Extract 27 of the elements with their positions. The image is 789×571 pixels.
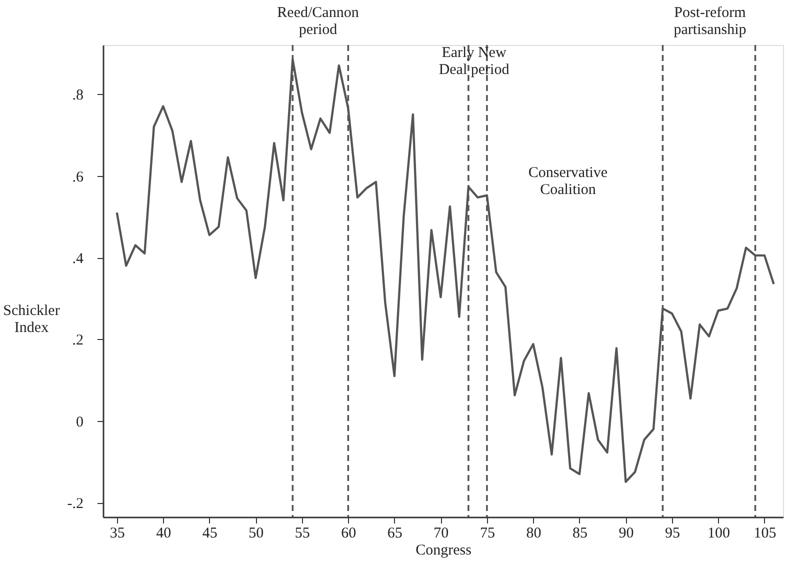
x-tick-label: 75 [480,526,495,542]
x-tick-label: 55 [294,526,310,542]
text: Reed/Cannon period [277,5,360,38]
y-tick-label: -.2 [67,496,84,512]
x-axis-title: Congress [416,542,472,558]
y-tick-label: 0 [76,414,84,430]
x-tick-label: 100 [707,526,730,542]
x-tick-label: 105 [754,526,776,542]
x-tick-label: 50 [248,526,264,542]
annotation: Early New Deal period [438,45,510,78]
x-tick-label: 85 [572,526,588,542]
x-tick-label: 70 [434,526,449,542]
x-tick-label: 65 [387,526,402,542]
x-tick-label: 90 [618,526,634,542]
x-tick-label: 40 [156,526,172,542]
x-tick-label: 45 [202,526,218,542]
annotation: Conservative Coalition [528,165,608,198]
text: Post-reform partisanship [674,5,746,38]
y-tick-label: .8 [72,88,84,104]
y-axis-title: Schickler Index [3,302,60,336]
x-tick-label: 35 [110,526,125,542]
y-tick-label: .2 [72,332,84,349]
x-tick-label: 60 [341,526,356,542]
y-tick-label: .6 [72,169,84,186]
x-tick-label: 95 [664,526,680,542]
x-tick-label: 80 [526,526,542,542]
y-tick-label: .4 [72,251,84,267]
